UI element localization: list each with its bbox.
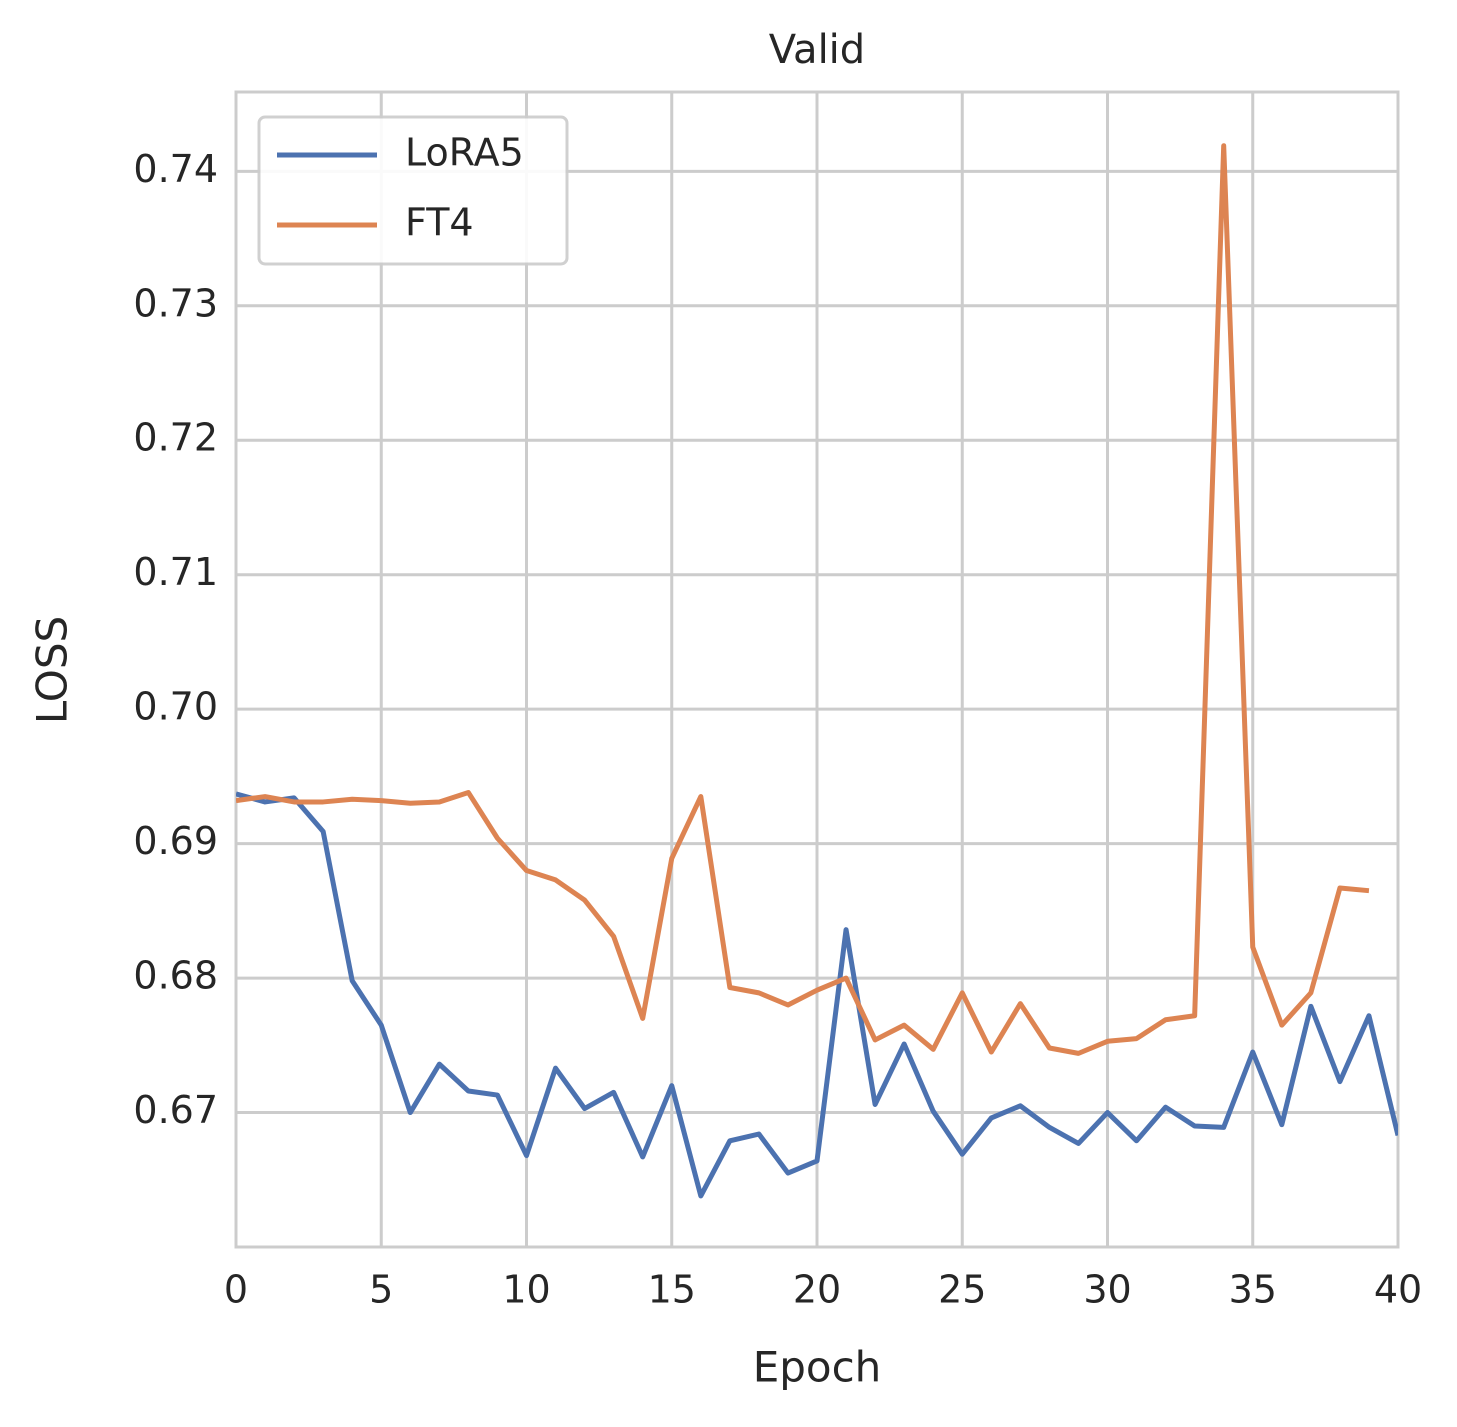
x-tick-label: 40 — [1374, 1268, 1422, 1312]
plot-lines — [236, 143, 1398, 1199]
legend-label: LoRA5 — [405, 131, 524, 175]
series-line — [236, 791, 1398, 1199]
x-axis-label: Epoch — [753, 1343, 882, 1392]
x-tick-label: 0 — [224, 1268, 248, 1312]
x-tick-label: 20 — [793, 1268, 841, 1312]
y-tick-label: 0.72 — [133, 416, 218, 460]
y-tick-label: 0.71 — [133, 550, 218, 594]
x-tick-label: 30 — [1083, 1268, 1131, 1312]
legend-label: FT4 — [405, 201, 474, 245]
y-tick-label: 0.67 — [133, 1088, 218, 1132]
x-tick-label: 5 — [369, 1268, 393, 1312]
y-tick-label: 0.68 — [133, 954, 218, 998]
y-tick-label: 0.70 — [133, 685, 218, 729]
y-tick-label: 0.74 — [133, 147, 218, 191]
y-axis-label: LOSS — [28, 616, 77, 724]
x-tick-label: 35 — [1229, 1268, 1277, 1312]
y-tick-label: 0.73 — [133, 281, 218, 325]
x-tick-label: 15 — [648, 1268, 696, 1312]
series-line — [236, 143, 1370, 1056]
x-tick-label: 25 — [938, 1268, 986, 1312]
chart-title: Valid — [769, 27, 865, 73]
y-tick-label: 0.69 — [133, 819, 218, 863]
x-tick-label: 10 — [502, 1268, 550, 1312]
plot-border — [234, 90, 1400, 1249]
